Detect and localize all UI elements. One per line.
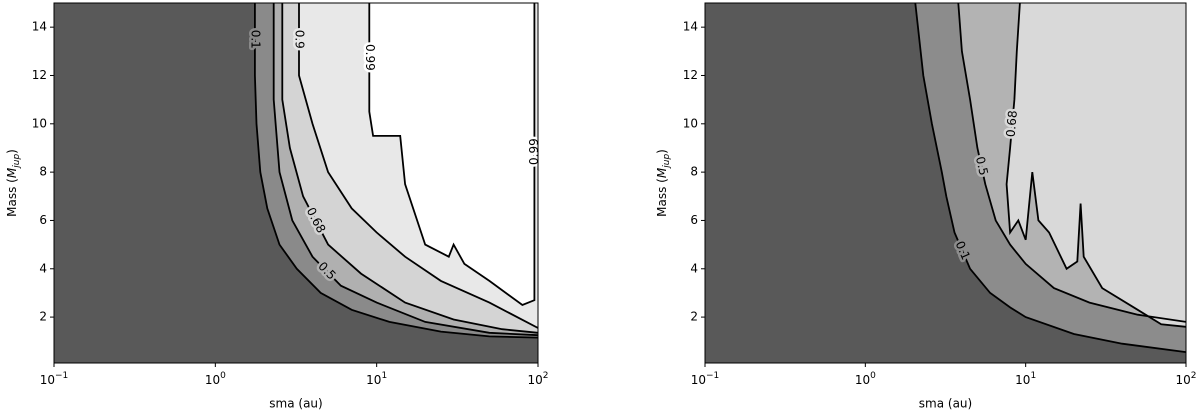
x-tick-exponent: 1	[381, 371, 387, 381]
y-tick-label: 14	[32, 20, 47, 34]
contour-label: 0.68	[1004, 110, 1020, 138]
plot-frame	[53, 2, 539, 364]
x-tick-label: 102	[527, 371, 548, 387]
contour-line	[1005, 3, 1186, 328]
plot-area: 0.10.50.680.90.990.99	[246, 3, 541, 339]
contour-label: 0.99	[527, 138, 541, 165]
contour-line	[254, 3, 538, 339]
x-tick-base: 10	[366, 373, 381, 387]
y-tick-label: 12	[683, 68, 698, 82]
y-tick-label: 6	[690, 213, 698, 227]
plot-area: 0.10.50.68	[914, 3, 1186, 353]
y-label-subscript: jup	[12, 154, 22, 170]
contour-line	[957, 3, 1186, 323]
x-tick-base: 10	[691, 373, 706, 387]
x-axis-label: sma (au)	[919, 397, 972, 411]
y-axis-label: Mass (Mjup)	[655, 149, 672, 217]
y-tick-label: 6	[39, 213, 47, 227]
x-tick-exponent: 0	[220, 371, 226, 381]
y-tick-label: 10	[683, 116, 698, 130]
x-tick-label: 100	[855, 371, 876, 387]
y-label-symbol: M	[5, 167, 19, 178]
x-tick-label: 102	[1175, 371, 1196, 387]
y-label-subscript: jup	[662, 154, 672, 170]
x-axis-label: sma (au)	[269, 397, 322, 411]
contour-fill	[1006, 3, 1186, 327]
x-tick-base: 10	[527, 373, 542, 387]
plot-frame	[704, 2, 1187, 364]
x-tick-label: 10−1	[691, 371, 720, 387]
x-tick-exponent: −1	[55, 371, 68, 381]
x-tick-label: 101	[366, 371, 387, 387]
x-tick-exponent: 0	[870, 371, 876, 381]
contour-line	[914, 3, 1186, 353]
y-tick-label: 14	[683, 20, 698, 34]
y-tick-label: 8	[690, 165, 698, 179]
x-tick-base: 10	[205, 373, 220, 387]
y-tick-label: 10	[32, 116, 47, 130]
contour-label: 0.5	[973, 155, 991, 177]
x-tick-exponent: 2	[543, 371, 549, 381]
y-label-suffix: )	[655, 149, 669, 154]
contour-label: 0.99	[363, 44, 377, 71]
contour-label: 0.1	[248, 30, 262, 49]
x-tick-base: 10	[855, 373, 870, 387]
y-tick-label: 4	[39, 261, 47, 275]
y-label-suffix: )	[5, 149, 19, 154]
contour-line	[281, 3, 538, 334]
contour-fill	[369, 3, 538, 305]
y-tick-label: 8	[39, 165, 47, 179]
y-label-prefix: Mass (	[5, 178, 19, 217]
x-tick-exponent: 1	[1030, 371, 1036, 381]
contour-line	[272, 3, 538, 337]
x-tick-base: 10	[1015, 373, 1030, 387]
y-label-prefix: Mass (	[655, 178, 669, 217]
y-label-symbol: M	[655, 167, 669, 178]
y-axis-label: Mass (Mjup)	[5, 149, 22, 217]
contour-line	[368, 3, 536, 307]
x-tick-label: 10−1	[40, 371, 69, 387]
contour-label: 0.9	[292, 30, 306, 49]
x-tick-base: 10	[40, 373, 55, 387]
x-tick-exponent: 2	[1191, 371, 1197, 381]
contour-line	[298, 3, 538, 329]
y-tick-label: 2	[690, 310, 698, 324]
x-tick-label: 101	[1015, 371, 1036, 387]
x-tick-exponent: −1	[706, 371, 719, 381]
y-tick-label: 12	[32, 68, 47, 82]
x-tick-base: 10	[1175, 373, 1190, 387]
y-tick-label: 4	[690, 261, 698, 275]
y-tick-label: 2	[39, 310, 47, 324]
x-tick-label: 100	[205, 371, 226, 387]
